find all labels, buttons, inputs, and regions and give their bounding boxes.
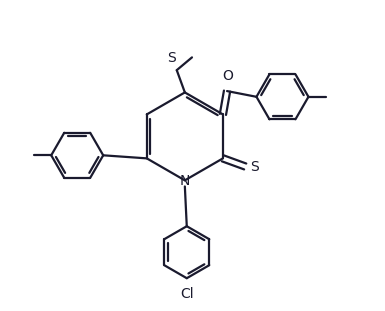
Text: Cl: Cl xyxy=(180,287,194,301)
Text: S: S xyxy=(250,160,259,174)
Text: S: S xyxy=(167,51,176,65)
Text: O: O xyxy=(223,69,233,83)
Text: N: N xyxy=(180,174,190,188)
